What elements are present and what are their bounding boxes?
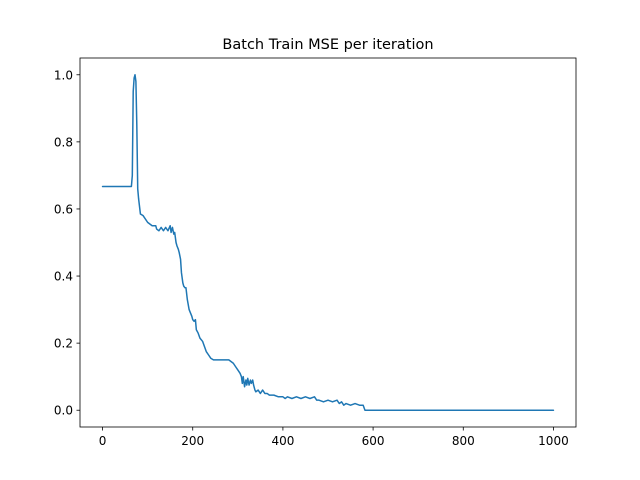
plot-frame [79, 57, 577, 428]
chart-title: Batch Train MSE per iteration [222, 37, 433, 53]
line-layer [101, 74, 555, 411]
x-tick-label: 800 [452, 434, 475, 448]
y-tick-label: 1.0 [54, 68, 73, 82]
series-line-0 [101, 74, 555, 411]
y-tick-label: 0.2 [54, 337, 73, 351]
y-tick-label: 0.4 [54, 270, 73, 284]
axis-layer: 0 200 400 600 800 1000 0.0 0.2 0.4 0.6 0.8 1.0 [54, 57, 577, 448]
x-tick-label: 0 [99, 434, 107, 448]
y-tick-label: 0.0 [54, 404, 73, 418]
y-tick-label: 0.6 [54, 202, 73, 216]
x-tick-label: 1000 [538, 434, 569, 448]
x-tick-label: 400 [271, 434, 294, 448]
y-tick-label: 0.8 [54, 135, 73, 149]
x-tick-label: 600 [362, 434, 385, 448]
x-tick-label: 200 [181, 434, 204, 448]
